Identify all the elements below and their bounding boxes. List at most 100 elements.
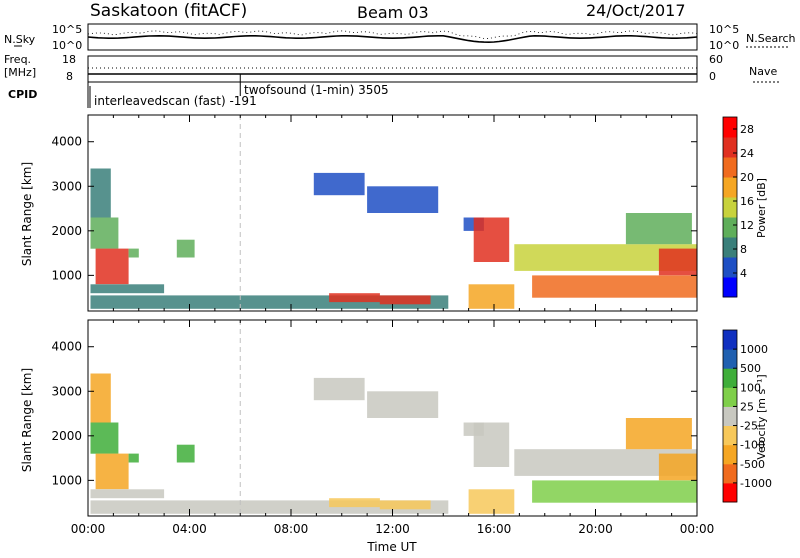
- velocity-cell-12: [473, 422, 510, 467]
- power-cell-7: [313, 172, 365, 196]
- velocity-colorbar-segment-6: [723, 368, 737, 388]
- x-tick-label-1: 04:00: [172, 522, 207, 536]
- power-colorbar-segment-2: [723, 237, 737, 258]
- power-ytick-label-0: 1000: [51, 268, 82, 282]
- velocity-colorbar-tick-label-6: -500: [740, 458, 765, 471]
- power-colorbar-segment-7: [723, 137, 737, 158]
- freq-left-tick-top: 18: [62, 53, 76, 66]
- noise-right-tick-bottom: 10^0: [709, 39, 739, 52]
- velocity-colorbar-label: Velocity [m s⁻¹]: [755, 374, 768, 459]
- velocity-cell-10: [379, 500, 431, 510]
- power-cell-2: [95, 248, 129, 285]
- cpid-entry-0: interleavedscan (fast) -191: [94, 94, 257, 108]
- velocity-cell-17: [658, 453, 697, 481]
- noise-left-tick-top: 10^5: [52, 23, 82, 36]
- velocity-cell-1: [90, 422, 119, 454]
- power-cell-15: [532, 275, 697, 298]
- velocity-colorbar-tick-label-7: -1000: [740, 477, 772, 490]
- freq-right-tick-top: 60: [709, 53, 723, 66]
- power-colorbar-tick-label-3: 16: [740, 195, 754, 208]
- power-cell-9: [329, 293, 380, 303]
- noise-left-tick-bottom: 10^0: [52, 39, 82, 52]
- velocity-cell-4: [128, 453, 139, 463]
- velocity-colorbar-tick-label-2: 100: [740, 381, 761, 394]
- velocity-cell-13: [468, 489, 515, 514]
- cpid-label: CPID: [8, 88, 37, 101]
- power-colorbar-segment-0: [723, 277, 737, 298]
- velocity-heatmap-cells: [90, 373, 697, 514]
- velocity-ytick-label-3: 4000: [51, 340, 82, 354]
- velocity-colorbar-segment-2: [723, 444, 737, 465]
- x-tick-label-0: 00:00: [71, 522, 106, 536]
- power-cell-13: [468, 284, 515, 309]
- velocity-cell-7: [313, 377, 365, 401]
- power-cell-8: [367, 186, 439, 213]
- power-colorbar-segment-1: [723, 257, 737, 278]
- freq-left-tick-bottom: 8: [66, 70, 73, 83]
- velocity-colorbar-tick-label-5: -100: [740, 439, 765, 452]
- velocity-colorbar-tick-label-1: 500: [740, 362, 761, 375]
- nave-label: Nave: [749, 65, 777, 78]
- noise-sky-series: [87, 34, 698, 44]
- date-title: 24/Oct/2017: [586, 1, 686, 20]
- power-cell-0: [90, 168, 111, 218]
- noise-search-label: N.Search: [746, 32, 796, 45]
- x-axis-label: Time UT: [366, 540, 417, 554]
- velocity-ytick-label-0: 1000: [51, 473, 82, 487]
- velocity-colorbar-tick-label-0: 1000: [740, 343, 768, 356]
- velocity-ytick-label-1: 2000: [51, 429, 82, 443]
- velocity-cell-2: [95, 453, 129, 490]
- velocity-cell-0: [90, 373, 111, 423]
- freq-label-line1: Freq.: [4, 53, 31, 66]
- power-ytick-label-2: 3000: [51, 179, 82, 193]
- velocity-colorbar-segment-0: [723, 482, 737, 503]
- station-title: Saskatoon (fitACF): [90, 1, 247, 21]
- velocity-colorbar-tick-label-3: 25: [740, 400, 754, 413]
- x-tick-label-4: 16:00: [477, 522, 512, 536]
- power-heatmap-cells: [90, 168, 697, 309]
- freq-right-tick-bottom: 0: [709, 70, 716, 83]
- velocity-colorbar-segment-7: [723, 349, 737, 369]
- freq-panel-frame: [87, 55, 698, 83]
- power-ytick-label-1: 2000: [51, 224, 82, 238]
- x-tick-label-2: 08:00: [274, 522, 309, 536]
- beam-title: Beam 03: [357, 3, 429, 22]
- power-colorbar-tick-label-4: 20: [740, 171, 754, 184]
- cpid-entry-1: twofsound (1-min) 3505: [244, 83, 389, 97]
- power-colorbar-tick-label-0: 4: [740, 267, 747, 280]
- power-cell-16: [625, 213, 692, 245]
- velocity-colorbar-frame: [722, 329, 738, 503]
- velocity-cell-3: [90, 489, 165, 499]
- power-colorbar-tick-label-6: 28: [740, 123, 754, 136]
- power-colorbar-frame: [722, 116, 738, 298]
- power-colorbar-segment-5: [723, 177, 737, 198]
- power-colorbar-segment-6: [723, 157, 737, 178]
- velocity-cell-15: [532, 480, 697, 503]
- freq-label-line2: [MHz]: [4, 66, 36, 79]
- velocity-cell-9: [329, 498, 380, 508]
- velocity-colorbar-segment-3: [723, 425, 737, 446]
- power-ylabel: Slant Range [km]: [20, 162, 34, 266]
- velocity-colorbar-segment-8: [723, 330, 737, 350]
- power-cell-5: [176, 239, 195, 258]
- noise-right-tick-top: 10^5: [709, 23, 739, 36]
- velocity-ytick-label-2: 3000: [51, 384, 82, 398]
- x-tick-label-6: 00:00: [680, 522, 715, 536]
- power-colorbar-tick-label-5: 24: [740, 147, 754, 160]
- power-cell-12: [473, 217, 510, 262]
- power-cell-1: [90, 217, 119, 249]
- power-colorbar-segment-3: [723, 217, 737, 238]
- x-tick-label-5: 20:00: [578, 522, 613, 536]
- velocity-cell-5: [176, 444, 195, 463]
- power-colorbar-segment-8: [723, 117, 737, 138]
- velocity-colorbar-segment-1: [723, 463, 737, 484]
- power-colorbar-segment-4: [723, 197, 737, 218]
- power-colorbar-label: Power [dB]: [755, 178, 768, 238]
- velocity-colorbar-segment-5: [723, 387, 737, 407]
- velocity-cell-8: [367, 391, 439, 418]
- velocity-cell-16: [625, 418, 692, 450]
- x-tick-label-3: 12:00: [375, 522, 410, 536]
- velocity-colorbar-segment-4: [723, 406, 737, 426]
